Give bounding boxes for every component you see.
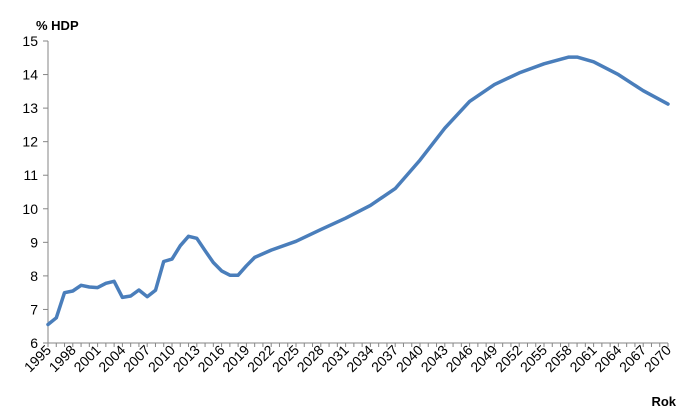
x-tick-label: 2064: [591, 342, 624, 375]
y-tick-label: 15: [22, 33, 38, 49]
x-tick-label: 2019: [219, 342, 252, 375]
x-axis-ticks: 1995199820012004200720102013201620192022…: [21, 342, 674, 375]
x-axis-title: Rok: [651, 394, 676, 409]
x-tick-label: 2037: [368, 342, 401, 375]
y-tick-label: 11: [23, 167, 38, 183]
y-tick-label: 8: [30, 268, 38, 284]
y-tick-label: 10: [22, 201, 38, 217]
x-tick-label: 2031: [318, 342, 351, 375]
y-tick-label: 9: [30, 234, 38, 250]
x-tick-label: 2043: [418, 342, 451, 375]
x-tick-label: 2046: [442, 342, 475, 375]
x-tick-label: 1995: [21, 342, 54, 375]
y-tick-label: 7: [30, 301, 38, 317]
x-tick-label: 2040: [393, 342, 426, 375]
x-tick-label: 2016: [194, 342, 227, 375]
x-tick-label: 2004: [95, 342, 128, 375]
x-tick-label: 2022: [244, 342, 277, 375]
x-tick-label: 2025: [269, 342, 302, 375]
x-tick-label: 2034: [343, 342, 376, 375]
axes: [47, 41, 668, 344]
x-tick-label: 2070: [641, 342, 674, 375]
x-tick-label: 2058: [542, 342, 575, 375]
y-tick-label: 12: [22, 134, 38, 150]
y-tick-label: 14: [22, 67, 38, 83]
x-tick-label: 2007: [120, 342, 153, 375]
y-axis-ticks: 6 7 8 9 10 11 12 13 14 15: [22, 33, 48, 351]
x-tick-label: 2055: [517, 342, 550, 375]
y-tick-label: 13: [22, 100, 38, 116]
x-tick-label: 2028: [294, 342, 327, 375]
series-line-0: [46, 55, 670, 327]
x-tick-label: 2001: [70, 342, 103, 375]
x-tick-label: 2010: [145, 342, 178, 375]
y-axis-title: % HDP: [36, 18, 79, 33]
series-layer: [46, 55, 670, 327]
y-tick-label: 6: [30, 335, 38, 351]
x-tick-label: 2061: [566, 342, 599, 375]
x-tick-label: 2052: [492, 342, 525, 375]
x-tick-label: 2013: [170, 342, 203, 375]
x-tick-label: 2067: [616, 342, 649, 375]
x-tick-label: 2049: [467, 342, 500, 375]
x-tick-label: 1998: [46, 342, 79, 375]
